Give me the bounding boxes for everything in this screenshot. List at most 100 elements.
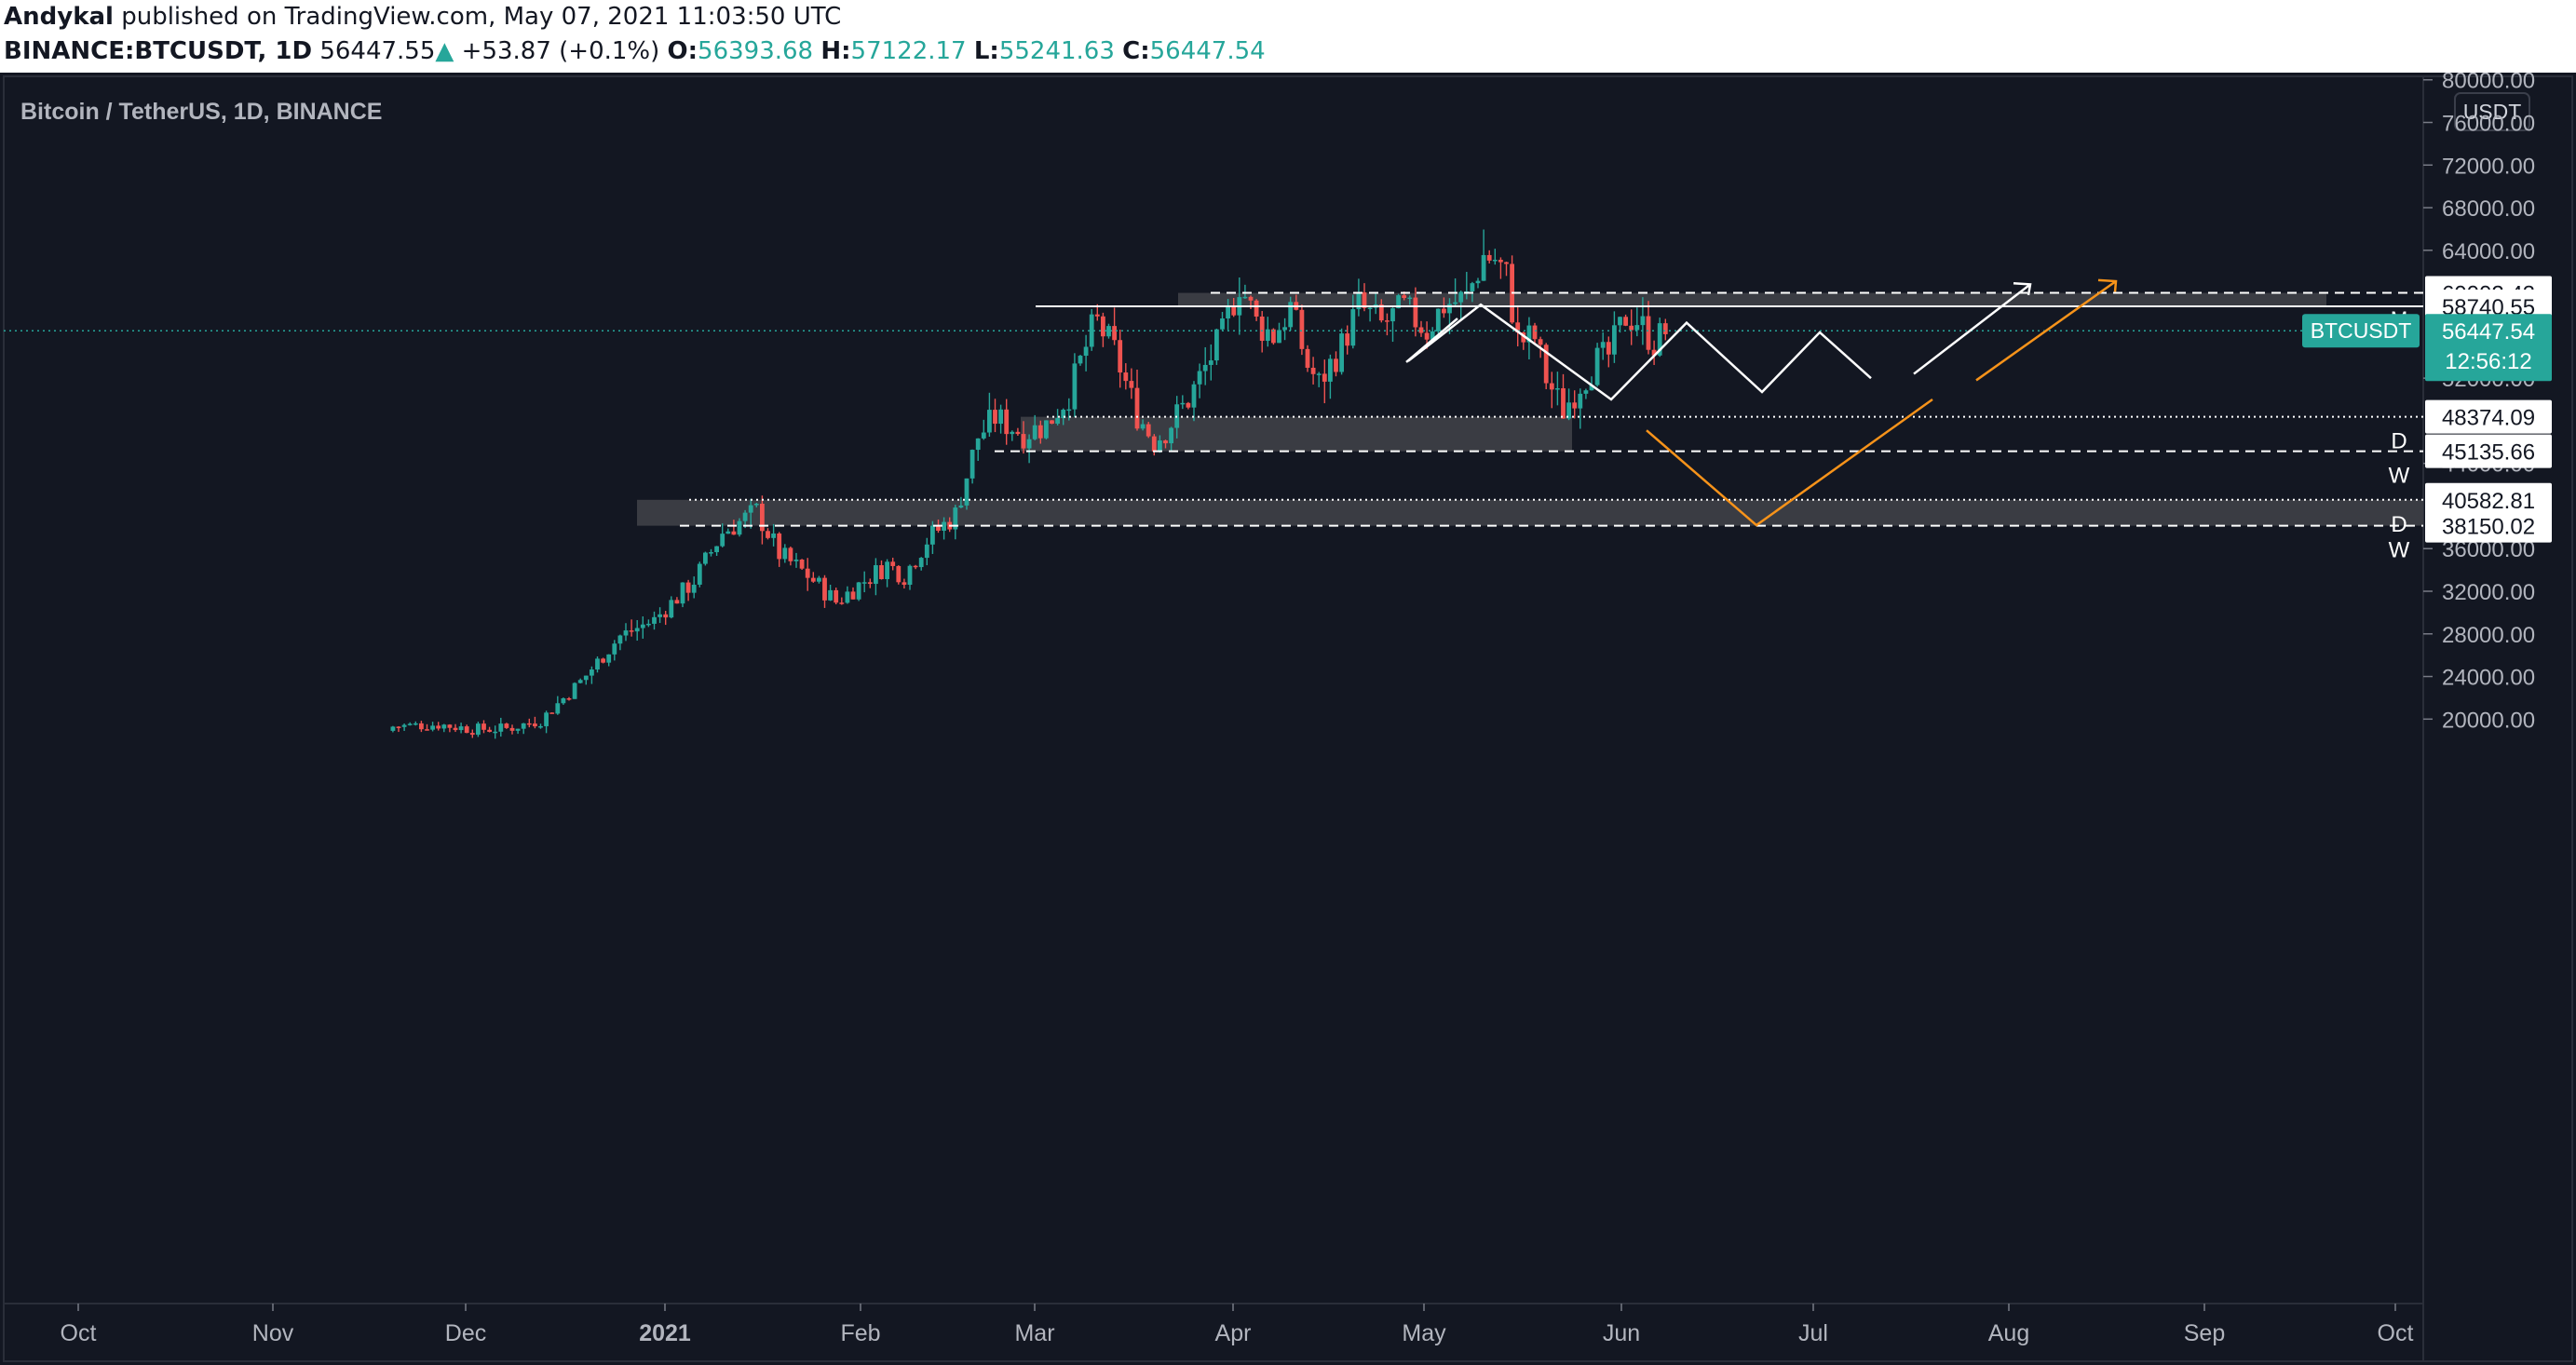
- candle-body: [1662, 323, 1668, 334]
- candle-body: [1470, 283, 1475, 291]
- publish-info: published on TradingView.com, May 07, 20…: [121, 3, 842, 31]
- candle-body: [890, 561, 896, 566]
- candle-body: [1277, 330, 1281, 344]
- x-tick-label: Sep: [2184, 1320, 2225, 1346]
- candle-body: [1032, 425, 1037, 439]
- candle-body: [1089, 314, 1094, 347]
- candle-body: [1475, 280, 1481, 284]
- candle-body: [1248, 296, 1254, 301]
- currency-button[interactable]: USDT: [2454, 92, 2530, 131]
- candle-body: [413, 723, 418, 725]
- candle-body: [1129, 381, 1134, 388]
- candle-body: [1589, 385, 1594, 391]
- candle-body: [777, 533, 782, 560]
- ohlc-line: BINANCE:BTCUSDT, 1D 56447.55▲ +53.87 (+0…: [4, 34, 1266, 68]
- candle-body: [1265, 329, 1270, 342]
- candle-body: [1555, 387, 1560, 390]
- candle-body: [782, 547, 788, 560]
- level-letter: D: [2391, 429, 2407, 454]
- candle-body: [1282, 327, 1287, 331]
- candle-body: [652, 616, 657, 624]
- x-tick-label: Oct: [2378, 1320, 2414, 1346]
- candle-body: [896, 565, 902, 583]
- candle-body: [1004, 409, 1010, 435]
- candle-body: [1226, 306, 1230, 319]
- candle-body: [493, 731, 498, 734]
- price-axis[interactable]: 80000.00 76000.00 72000.00 68000.00 64000.00…: [2423, 73, 2535, 733]
- candle-body: [913, 565, 918, 568]
- x-tick-label: Feb: [840, 1320, 880, 1346]
- candle-body: [1651, 349, 1657, 356]
- candle-body: [430, 725, 435, 730]
- candle-body: [867, 582, 873, 585]
- candle-body: [1481, 254, 1486, 281]
- candle-body: [1214, 329, 1219, 361]
- candle-body: [793, 559, 799, 561]
- candle-body: [953, 507, 958, 530]
- drawings-layer: [1405, 278, 2118, 527]
- candle-body: [533, 723, 537, 727]
- chart-background: [0, 73, 2576, 1365]
- candle-body: [1180, 402, 1186, 405]
- candle-body: [856, 582, 861, 600]
- candle-body: [1151, 436, 1157, 452]
- price-tag-countdown: 12:56:12: [2445, 349, 2531, 374]
- candle-body: [691, 584, 697, 593]
- candle-body: [1504, 262, 1509, 264]
- candle-body: [936, 525, 941, 531]
- candle-body: [526, 723, 532, 725]
- candle-body: [1594, 347, 1600, 385]
- candle-body: [658, 614, 662, 617]
- arrowhead-orange: [2097, 278, 2118, 292]
- candle-body: [1310, 367, 1316, 374]
- candle-body: [1430, 331, 1435, 340]
- candle-body: [436, 725, 441, 729]
- candle-body: [1378, 304, 1384, 321]
- candle-body: [1094, 314, 1100, 317]
- candle-body: [964, 478, 969, 506]
- candle-body: [612, 643, 617, 655]
- candle-body: [1521, 332, 1526, 343]
- projection-path-orange: [1646, 399, 1933, 527]
- candle-body: [874, 565, 878, 585]
- level-letter: W: [2389, 464, 2410, 489]
- y-tick-label: 32000.00: [2442, 580, 2535, 605]
- author-name[interactable]: Andykal: [4, 3, 114, 31]
- x-tick-label: 2021: [639, 1320, 691, 1346]
- candle-body: [515, 728, 521, 731]
- chart-title: Bitcoin / TetherUS, 1D, BINANCE: [20, 99, 382, 125]
- price-chart[interactable]: WDWDWM Bitcoin / TetherUS, 1D, BINANCE U…: [0, 73, 2576, 1365]
- time-axis[interactable]: Oct Nov Dec 2021 Feb Mar Apr May Jun Jul Aug Sep Oct: [61, 1304, 2414, 1346]
- candle-body: [476, 723, 481, 736]
- candle-body: [663, 614, 669, 618]
- projection-zigzag-white: [1407, 303, 1872, 401]
- candle-body: [646, 623, 651, 626]
- candle-body: [1305, 348, 1310, 368]
- candle-body: [577, 680, 583, 683]
- y-tick-label: 76000.00: [2442, 112, 2535, 137]
- candle-body: [680, 582, 685, 604]
- candle-body: [640, 624, 645, 628]
- level-letter: D: [2391, 512, 2407, 537]
- candle-body: [737, 520, 742, 535]
- candle-body: [885, 561, 889, 579]
- candle-body: [1390, 308, 1395, 322]
- candle-body: [810, 577, 816, 582]
- x-tick-label: Jun: [1603, 1320, 1640, 1346]
- candle-body: [1061, 410, 1066, 419]
- zones-layer: [637, 292, 2423, 526]
- candle-body: [725, 531, 731, 534]
- candle-body: [879, 565, 884, 579]
- candle-body: [720, 534, 725, 547]
- x-tick-label: Mar: [1014, 1320, 1054, 1346]
- candle-body: [601, 658, 605, 663]
- candle-body: [1112, 326, 1117, 341]
- candle-body: [1044, 420, 1049, 439]
- candle-body: [1640, 316, 1646, 326]
- candle-body: [805, 568, 810, 578]
- candle-body: [1362, 291, 1367, 308]
- candle-body: [1526, 325, 1532, 343]
- candle-body: [845, 591, 850, 603]
- candle-body: [1498, 259, 1503, 263]
- candle-body: [1629, 325, 1634, 331]
